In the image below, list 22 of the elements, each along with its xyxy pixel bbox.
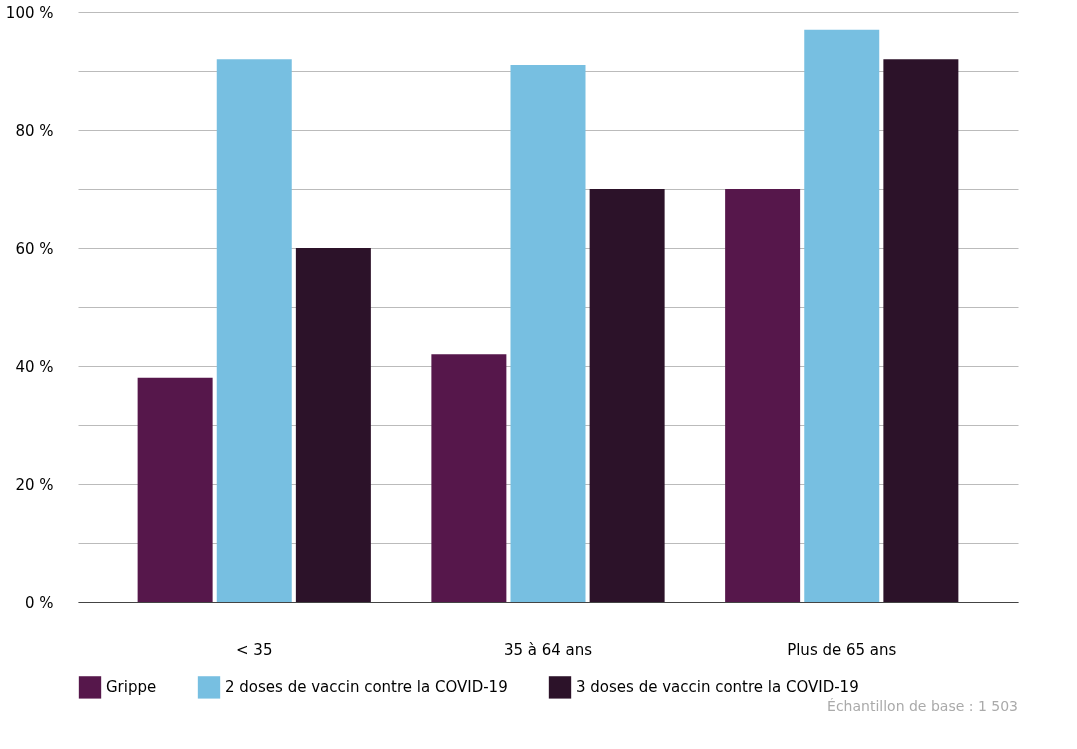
bar [431, 354, 507, 602]
legend-label: Grippe [106, 678, 157, 697]
bar [725, 189, 801, 602]
bar [510, 65, 586, 602]
bar [216, 59, 292, 602]
bar [589, 189, 665, 602]
y-tick-label: 0 % [24, 593, 54, 612]
x-tick-label: Plus de 65 ans [787, 640, 897, 659]
bar [804, 29, 880, 602]
bar [137, 377, 213, 602]
y-tick-label: 60 % [15, 239, 54, 258]
y-tick-label: 20 % [15, 475, 54, 494]
y-tick-label: 80 % [15, 121, 54, 140]
y-tick-label: 100 % [5, 3, 54, 22]
bar [295, 248, 371, 602]
y-tick-label: 40 % [15, 357, 54, 376]
x-tick-label: < 35 [236, 640, 273, 659]
legend-label: 3 doses de vaccin contre la COVID-19 [576, 678, 859, 697]
x-tick-label: 35 à 64 ans [503, 640, 593, 659]
legend-label: 2 doses de vaccin contre la COVID-19 [225, 678, 508, 697]
text: Échantillon de base : 1 503 [827, 698, 1018, 714]
bar [883, 59, 959, 602]
